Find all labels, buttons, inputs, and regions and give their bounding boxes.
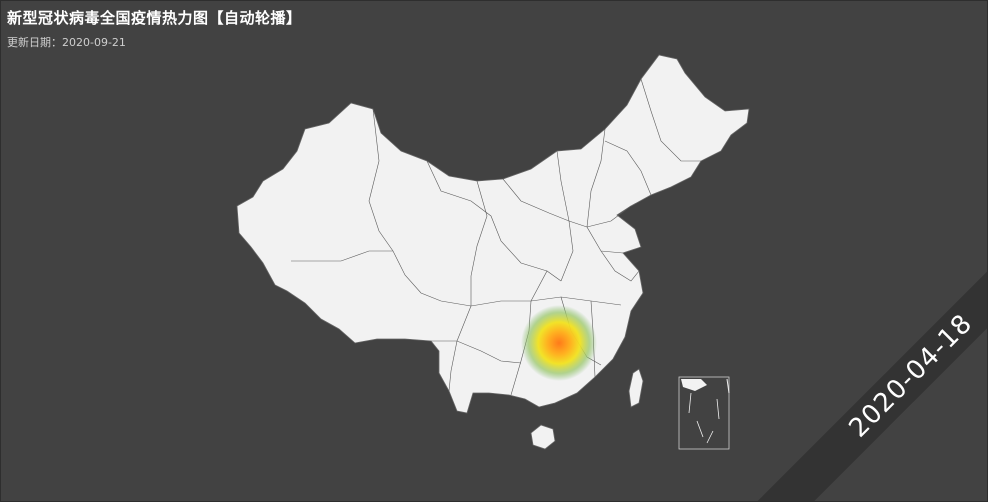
- south-china-sea-inset: [678, 376, 730, 450]
- heatmap-hotspot[interactable]: [521, 305, 597, 381]
- update-date-label: 更新日期：2020-09-21: [7, 34, 126, 50]
- taiwan-island[interactable]: [628, 368, 644, 408]
- china-mainland[interactable]: [236, 54, 750, 414]
- update-date-value: 2020-09-21: [62, 36, 126, 49]
- page-title: 新型冠状病毒全国疫情热力图【自动轮播】: [7, 9, 302, 27]
- province-borders: [291, 78, 701, 396]
- update-date-prefix: 更新日期：: [7, 36, 62, 49]
- hainan-island[interactable]: [530, 424, 556, 450]
